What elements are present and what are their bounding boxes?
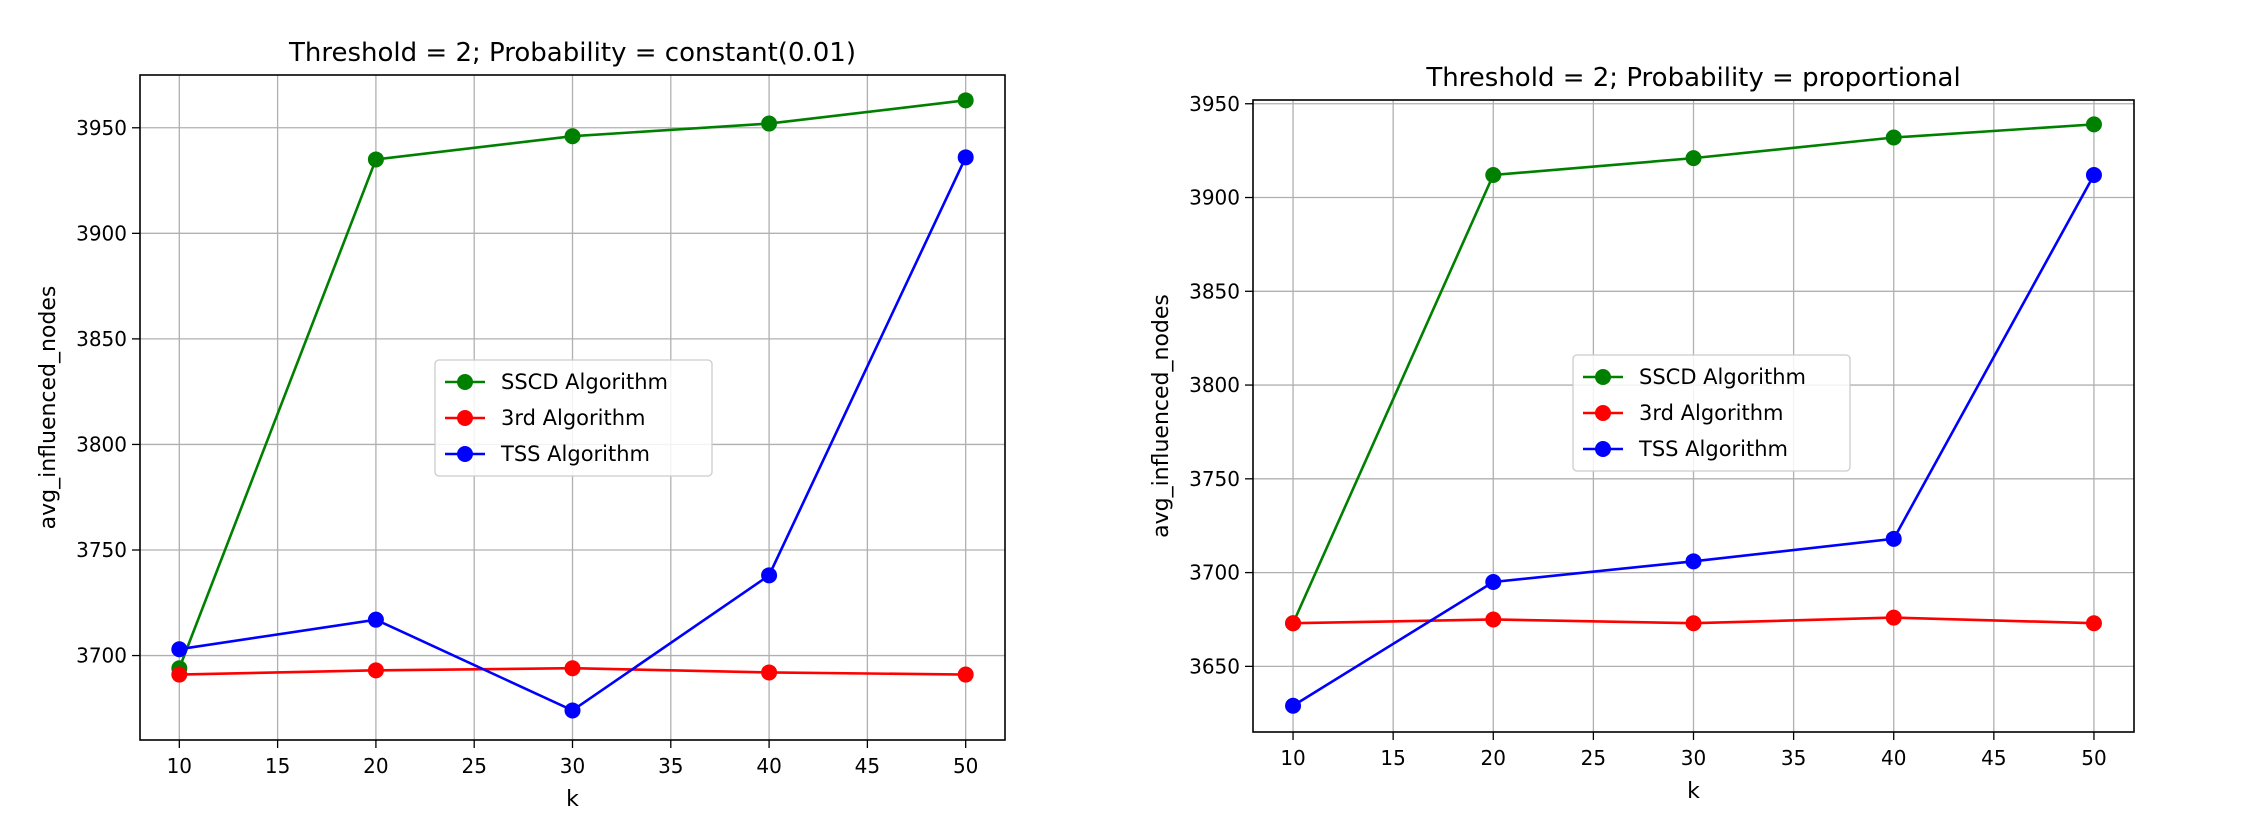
y-tick-label: 3700 [1189,561,1240,585]
data-point [1285,697,1302,714]
y-axis-label: avg_influenced_nodes [36,286,61,530]
data-point [1485,573,1502,590]
data-point [171,641,188,658]
legend-marker [1595,369,1611,385]
x-tick-label: 20 [363,754,388,778]
x-tick-label: 35 [1781,746,1806,770]
legend-marker [457,410,473,426]
y-tick-label: 3950 [1189,92,1240,116]
x-tick-label: 25 [461,754,486,778]
y-tick-label: 3850 [76,327,127,351]
legend: SSCD Algorithm 3rd Algorithm TSS Algorithm [434,359,713,477]
y-tick-label: 3800 [76,432,127,456]
data-point [367,151,384,168]
legend-label: TSS Algorithm [500,442,650,466]
legend-box [1572,354,1851,472]
data-point [564,660,581,677]
x-tick-label: 30 [1681,746,1706,770]
data-point [1685,553,1702,570]
data-point [1885,609,1902,626]
x-tick-label: 25 [1581,746,1606,770]
x-axis-label: k [566,787,579,812]
data-point [761,115,778,132]
legend-label: 3rd Algorithm [501,406,645,430]
legend-label: SSCD Algorithm [1639,365,1806,389]
data-point [957,92,974,109]
data-point [761,664,778,681]
data-point [367,611,384,628]
data-point [1485,611,1502,628]
chart-1: 10 15 20 25 30 35 40 45 50 3700 3750 3800 3850 3900 39… [36,38,1006,812]
chart-title: Threshold = 2; Probability = proportiona… [1425,63,1960,93]
x-tick-label: 40 [1881,746,1906,770]
y-tick-label: 3900 [1189,186,1240,210]
x-tick-label: 35 [658,754,683,778]
y-tick-label: 3650 [1189,654,1240,678]
data-point [1485,167,1502,184]
y-tick-label: 3900 [76,221,127,245]
x-tick-label: 30 [560,754,585,778]
data-point [1885,129,1902,146]
legend-label: TSS Algorithm [1638,437,1788,461]
x-axis-label: k [1687,779,1700,804]
data-point [957,666,974,683]
data-point [2085,615,2102,632]
data-point [1285,615,1302,632]
x-tick-label: 10 [1280,746,1305,770]
x-tick-label: 10 [167,754,192,778]
y-tick-label: 3700 [76,644,127,668]
legend-label: 3rd Algorithm [1639,401,1783,425]
chart-title: Threshold = 2; Probability = constant(0.… [288,38,856,68]
data-point [2085,116,2102,133]
legend-marker [457,374,473,390]
data-point [564,128,581,145]
data-point [2085,167,2102,184]
y-axis-label: avg_influenced_nodes [1149,294,1174,538]
x-tick-label: 40 [756,754,781,778]
y-tick-label: 3850 [1189,279,1240,303]
legend-label: SSCD Algorithm [501,370,668,394]
data-point [1685,615,1702,632]
x-tick-label: 15 [1380,746,1405,770]
x-tick-label: 50 [2081,746,2106,770]
plot-frame [139,74,1006,741]
legend: SSCD Algorithm 3rd Algorithm TSS Algorithm [1572,354,1851,472]
x-tick-label: 45 [855,754,880,778]
x-tick-label: 50 [953,754,978,778]
plot-frame [1252,99,2135,733]
legend-box [434,359,713,477]
x-tick-label: 20 [1481,746,1506,770]
legend-marker [1595,441,1611,457]
data-point [957,149,974,166]
x-tick-label: 45 [1981,746,2006,770]
y-tick-label: 3750 [76,538,127,562]
data-point [1885,530,1902,547]
data-point [367,662,384,679]
data-point [171,666,188,683]
y-tick-label: 3750 [1189,467,1240,491]
data-point [1685,150,1702,167]
chart-2: 10 15 20 25 30 35 40 45 50 3650 3700 3750 3800 3850 39… [1149,63,2135,804]
y-tick-label: 3800 [1189,373,1240,397]
y-tick-label: 3950 [76,116,127,140]
legend-marker [457,446,473,462]
data-point [564,702,581,719]
x-tick-label: 15 [265,754,290,778]
data-point [761,567,778,584]
legend-marker [1595,405,1611,421]
